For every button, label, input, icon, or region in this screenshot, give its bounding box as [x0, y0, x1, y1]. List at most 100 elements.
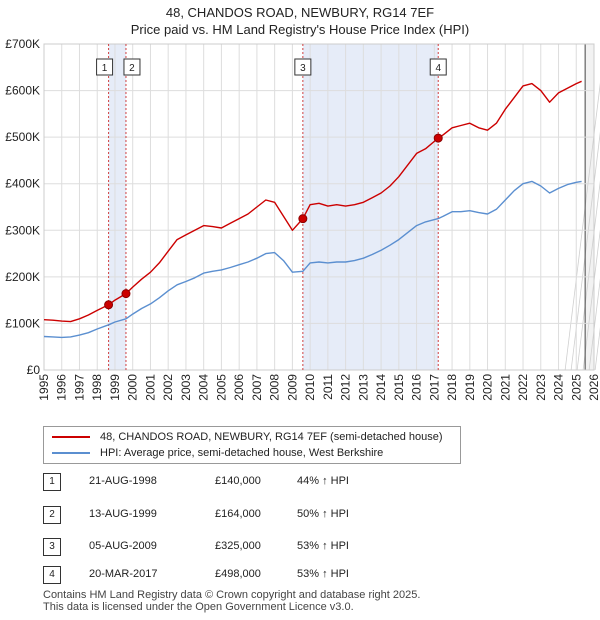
sale-points [104, 133, 443, 310]
x-tick-label: 2024 [552, 374, 566, 401]
shaded-range [108, 44, 126, 370]
sale-price: £498,000 [215, 568, 261, 580]
sale-date: 05-AUG-2009 [89, 540, 157, 552]
sale-number-badge: 1 [43, 473, 61, 491]
sale-price: £164,000 [215, 508, 261, 520]
shaded-ranges [44, 44, 600, 371]
x-tick-label: 2006 [232, 374, 246, 401]
x-tick-label: 2025 [569, 374, 583, 401]
sale-badge-box [96, 58, 114, 76]
future-hatch-line [576, 180, 600, 371]
y-tick-label: £0 [27, 363, 41, 377]
legend-swatch-property [52, 436, 90, 438]
sale-date: 13-AUG-1999 [89, 508, 157, 520]
x-tick-label: 2023 [534, 374, 548, 401]
future-hatch-line [570, 131, 600, 371]
sale-hpi-change: 50% ↑ HPI [297, 508, 349, 520]
x-tick-label: 2008 [268, 374, 282, 401]
sale-badge-label: 3 [300, 63, 306, 74]
sale-number-badge: 2 [43, 506, 61, 524]
future-hatch-line [588, 278, 600, 371]
grid-lines [43, 43, 595, 371]
x-tick-label: 1996 [55, 374, 69, 401]
chart-subtitle: Price paid vs. HM Land Registry's House … [130, 22, 470, 37]
y-tick-label: £200K [5, 270, 40, 284]
sale-point [121, 289, 131, 299]
future-region [585, 44, 594, 370]
sale-point [298, 214, 308, 224]
x-tick-label: 1998 [90, 374, 104, 401]
legend-item-property: 48, CHANDOS ROAD, NEWBURY, RG14 7EF (sem… [52, 429, 443, 445]
shaded-range [302, 44, 439, 370]
y-tick-label: £300K [5, 223, 40, 237]
x-tick-label: 2012 [339, 374, 353, 401]
x-tick-label: 2014 [374, 374, 388, 401]
x-tick-label: 1999 [108, 374, 122, 401]
sale-hpi-change: 53% ↑ HPI [297, 568, 349, 580]
sale-price: £325,000 [215, 540, 261, 552]
x-tick-label: 2009 [285, 374, 299, 401]
sale-badge-box [429, 58, 447, 76]
x-tick-label: 2004 [197, 374, 211, 401]
x-tick-label: 2000 [126, 374, 140, 401]
legend: 48, CHANDOS ROAD, NEWBURY, RG14 7EF (sem… [43, 426, 461, 464]
sale-point [433, 133, 443, 143]
sale-number-badge: 4 [43, 566, 61, 584]
x-tick-label: 2010 [303, 374, 317, 401]
plot-border [43, 43, 595, 371]
sale-date: 20-MAR-2017 [89, 568, 158, 580]
sale-point [104, 300, 114, 310]
x-tick-label: 2002 [161, 374, 175, 401]
chart-title: 48, CHANDOS ROAD, NEWBURY, RG14 7EF [165, 5, 435, 20]
x-tick-label: 2021 [498, 374, 512, 401]
y-tick-label: £600K [5, 84, 40, 98]
sale-hpi-change: 53% ↑ HPI [297, 540, 349, 552]
legend-swatch-hpi [52, 452, 90, 454]
x-tick-label: 2016 [410, 374, 424, 401]
sale-price: £140,000 [215, 475, 261, 487]
x-tick-label: 2003 [179, 374, 193, 401]
x-tick-label: 2013 [356, 374, 370, 401]
hpi-line [43, 180, 582, 339]
y-tick-label: £400K [5, 177, 40, 191]
sale-number-badge: 3 [43, 538, 61, 556]
sale-badge-label: 4 [435, 63, 441, 74]
legend-item-hpi: HPI: Average price, semi-detached house,… [52, 445, 383, 461]
series-lines [43, 80, 582, 339]
legend-label-property: 48, CHANDOS ROAD, NEWBURY, RG14 7EF (sem… [100, 431, 443, 443]
x-tick-label: 2019 [463, 374, 477, 401]
y-tick-label: £500K [5, 130, 40, 144]
x-tick-label: 2015 [392, 374, 406, 401]
x-tick-label: 1995 [37, 374, 51, 401]
x-tick-label: 1997 [72, 374, 86, 401]
sale-date: 21-AUG-1998 [89, 475, 157, 487]
table-row: 3 05-AUG-2009 £325,000 53% ↑ HPI [43, 538, 463, 556]
sale-badge-box [123, 58, 141, 76]
footer-licence: This data is licensed under the Open Gov… [43, 601, 354, 613]
x-tick-label: 2007 [250, 374, 264, 401]
legend-label-hpi: HPI: Average price, semi-detached house,… [100, 447, 384, 459]
sale-badge-box [294, 58, 312, 76]
x-tick-label: 2020 [481, 374, 495, 401]
table-row: 4 20-MAR-2017 £498,000 53% ↑ HPI [43, 566, 463, 584]
x-tick-label: 2005 [214, 374, 228, 401]
chart-title-block: 48, CHANDOS ROAD, NEWBURY, RG14 7EF Pric… [0, 4, 600, 38]
sale-badges: 1 2 3 4 [96, 58, 447, 76]
axis-labels: £0 £100K £200K £300K £400K £500K £600K £700K 199… [5, 37, 600, 401]
y-tick-label: £700K [5, 37, 40, 51]
x-tick-label: 2011 [321, 374, 335, 400]
sale-badge-label: 1 [102, 63, 108, 74]
x-tick-label: 2026 [587, 374, 600, 401]
sale-hpi-change: 44% ↑ HPI [297, 475, 349, 487]
footer-copyright: Contains HM Land Registry data © Crown c… [43, 589, 421, 601]
x-tick-label: 2001 [143, 374, 157, 401]
y-tick-label: £100K [5, 316, 40, 330]
x-tick-label: 2018 [445, 374, 459, 401]
sale-badge-label: 2 [129, 63, 135, 74]
table-row: 2 13-AUG-1999 £164,000 50% ↑ HPI [43, 506, 463, 524]
price-chart: 1 2 3 4 £0 £100K £200K £300K £400K £500K £600K £70… [5, 37, 600, 401]
x-tick-label: 2017 [427, 374, 441, 401]
future-hatch-line [582, 229, 600, 371]
property-price-line [43, 80, 582, 323]
footer: Contains HM Land Registry data © Crown c… [43, 589, 420, 613]
